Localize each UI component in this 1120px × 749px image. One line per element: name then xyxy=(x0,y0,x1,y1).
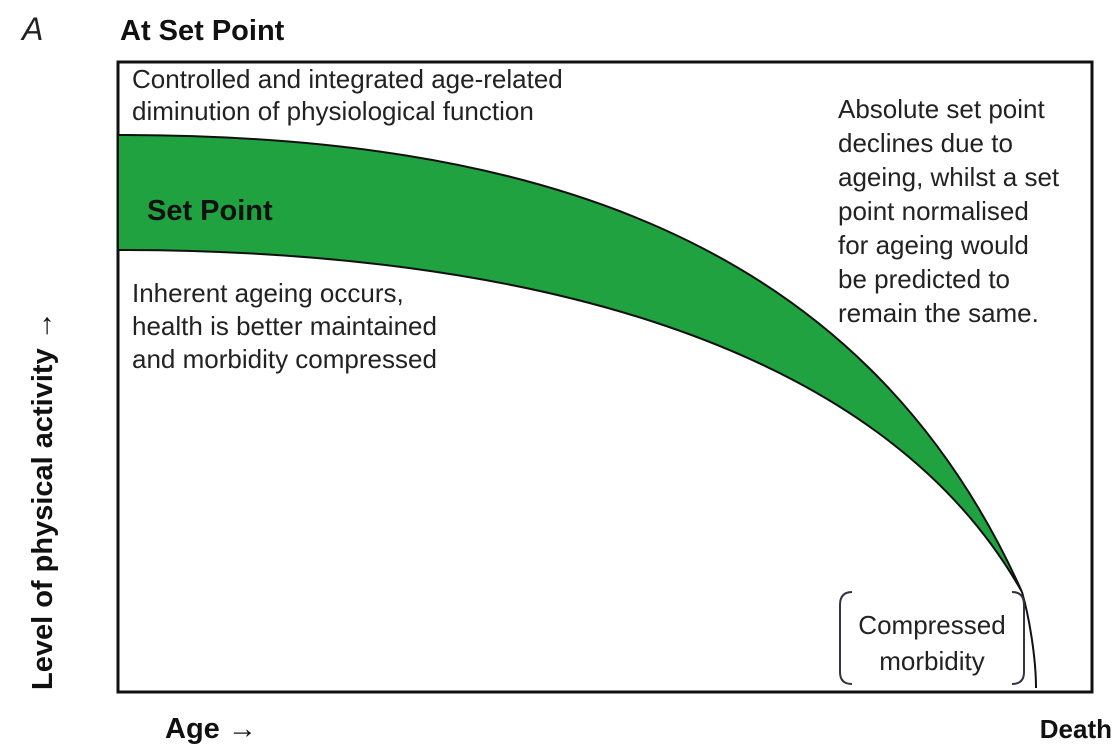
text-line: declines due to xyxy=(838,128,1013,158)
bracket-label: Compressed morbidity xyxy=(858,610,1005,676)
text-line: diminution of physiological function xyxy=(132,96,534,126)
text-line: and morbidity compressed xyxy=(132,344,437,374)
title: At Set Point xyxy=(120,15,285,47)
x-axis-end-label: Death xyxy=(1040,714,1112,744)
text-line: remain the same. xyxy=(838,298,1039,328)
text-line: ageing, whilst a set xyxy=(838,162,1060,192)
lower-annotation: Inherent ageing occurs,health is better … xyxy=(132,278,437,374)
text-line: health is better maintained xyxy=(132,311,437,341)
frame xyxy=(116,60,1094,694)
text-line: Inherent ageing occurs, xyxy=(132,278,404,308)
text-line: Controlled and integrated age-related xyxy=(132,64,563,94)
text-line: Absolute set point xyxy=(838,94,1045,124)
text-line: morbidity xyxy=(879,646,984,676)
bracket-left xyxy=(839,591,853,685)
x-axis-label: Age → xyxy=(165,713,257,745)
right-annotation: Absolute set point declines due to ageing,… xyxy=(838,94,1060,328)
top-annotation: Controlled and integrated age-relateddim… xyxy=(132,64,563,126)
text-line: Compressed xyxy=(858,610,1005,640)
text-line: for ageing would xyxy=(838,230,1029,260)
bracket-right xyxy=(1011,591,1025,685)
panel-label: A xyxy=(20,11,43,47)
text-line: point normalised xyxy=(838,196,1029,226)
band-label: Set Point xyxy=(147,195,273,227)
text-line: be predicted to xyxy=(838,264,1010,294)
y-axis-label: Level of physical activity → xyxy=(27,311,59,690)
